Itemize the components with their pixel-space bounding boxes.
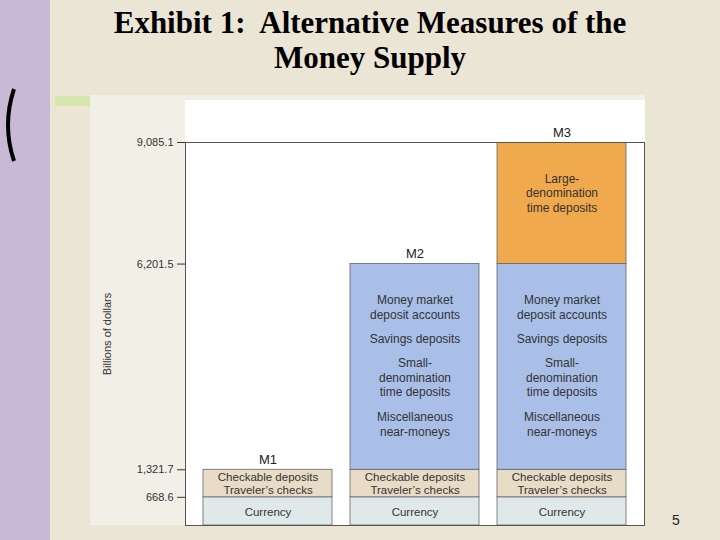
svg-text:Money marketdeposit accounts: Money marketdeposit accounts: [517, 293, 607, 321]
svg-text:Savings deposits: Savings deposits: [370, 332, 461, 346]
svg-text:Large-denominationtime deposit: Large-denominationtime deposits: [526, 172, 598, 215]
svg-text:M1: M1: [259, 452, 277, 467]
svg-text:9,085.1: 9,085.1: [137, 136, 174, 148]
svg-text:Checkable depositsTraveler’s c: Checkable depositsTraveler’s checks: [512, 471, 613, 496]
html-text:5: 5: [672, 512, 680, 528]
svg-text:Billions of dollars: Billions of dollars: [101, 292, 113, 375]
svg-text:Checkable depositsTraveler’s c: Checkable depositsTraveler’s checks: [365, 471, 466, 496]
svg-text:Small-denominationtime deposit: Small-denominationtime deposits: [379, 356, 451, 399]
svg-text:M2: M2: [406, 246, 424, 261]
svg-text:M3: M3: [553, 125, 571, 140]
svg-text:6,201.5: 6,201.5: [137, 258, 174, 270]
svg-text:Savings deposits: Savings deposits: [517, 332, 608, 346]
svg-text:1,321.7: 1,321.7: [137, 463, 174, 475]
svg-text:Currency: Currency: [539, 506, 586, 518]
svg-text:Currency: Currency: [392, 506, 439, 518]
svg-text:Miscellaneousnear-moneys: Miscellaneousnear-moneys: [377, 410, 453, 438]
svg-text:Small-denominationtime deposit: Small-denominationtime deposits: [526, 356, 598, 399]
svg-text:Currency: Currency: [245, 506, 292, 518]
html-text:Exhibit 1: Alternative Measure: Exhibit 1: Alternative Measures of the M…: [113, 5, 627, 75]
svg-text:668.6: 668.6: [146, 491, 174, 503]
svg-text:Checkable depositsTraveler’s c: Checkable depositsTraveler’s checks: [218, 471, 319, 496]
svg-text:Miscellaneousnear-moneys: Miscellaneousnear-moneys: [524, 410, 600, 438]
svg-text:Money marketdeposit accounts: Money marketdeposit accounts: [370, 293, 460, 321]
